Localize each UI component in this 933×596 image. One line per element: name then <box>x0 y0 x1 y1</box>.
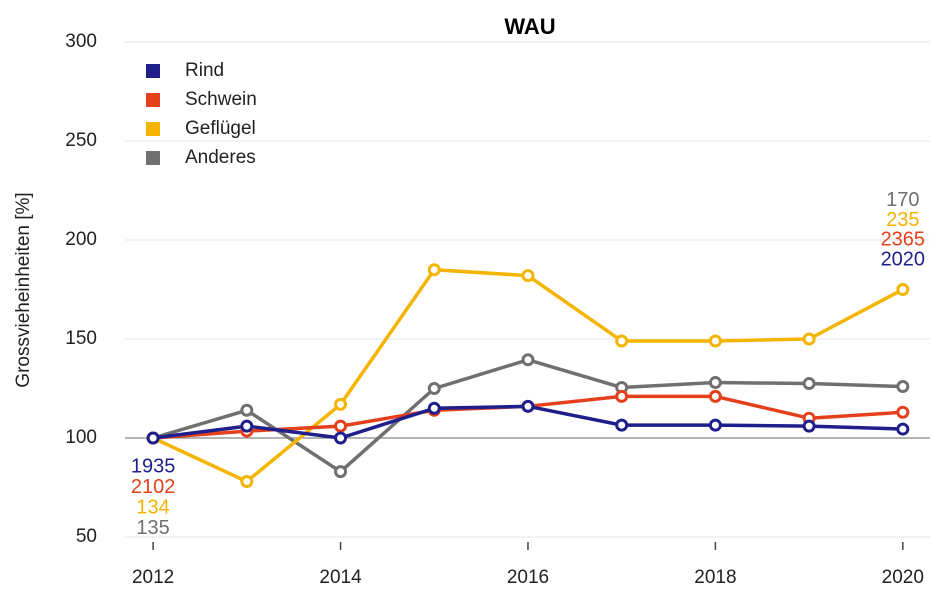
point-marker <box>334 465 348 479</box>
point-marker <box>240 419 254 433</box>
point-marker <box>708 334 722 348</box>
x-tick-label: 2016 <box>507 567 549 588</box>
point-marker <box>708 389 722 403</box>
x-tick-label: 2014 <box>319 567 362 588</box>
end-label: 170 <box>886 189 919 211</box>
x-tick-label: 2020 <box>882 567 924 588</box>
start-label: 134 <box>136 496 169 518</box>
point-marker <box>896 283 910 296</box>
y-axis-label: Grossvieheinheiten [%] <box>13 192 34 387</box>
point-marker <box>427 263 441 277</box>
y-tick-label: 200 <box>65 229 97 250</box>
legend-label: Anderes <box>185 147 256 168</box>
point-marker <box>521 269 535 283</box>
end-label: 2020 <box>881 248 926 270</box>
legend-swatch <box>146 93 160 107</box>
y-tick-label: 100 <box>65 427 97 448</box>
point-marker <box>615 418 629 432</box>
end-label: 235 <box>886 209 919 231</box>
x-tick-label: 2018 <box>694 567 736 588</box>
start-label: 2102 <box>131 476 176 498</box>
point-marker <box>708 376 722 390</box>
y-tick-label: 300 <box>65 31 97 52</box>
point-marker <box>427 382 441 395</box>
end-label: 2365 <box>881 229 926 251</box>
y-tick-label: 250 <box>65 130 97 151</box>
legend-swatch <box>146 122 160 136</box>
start-label: 1935 <box>131 455 176 477</box>
point-marker <box>802 377 816 391</box>
point-marker <box>615 334 629 348</box>
chart-title: WAU <box>504 14 555 39</box>
point-marker <box>334 419 348 433</box>
point-marker <box>427 401 441 415</box>
point-marker <box>240 403 254 417</box>
point-marker <box>521 399 535 413</box>
point-marker <box>334 397 348 411</box>
point-marker <box>615 389 629 403</box>
point-marker <box>146 431 160 445</box>
point-marker <box>334 431 348 445</box>
point-marker <box>802 419 816 433</box>
legend-label: Schwein <box>185 89 257 110</box>
legend-swatch <box>146 64 160 78</box>
point-marker <box>521 353 535 367</box>
series-line <box>152 267 904 484</box>
point-marker <box>896 380 910 394</box>
point-marker <box>240 475 254 489</box>
start-label: 135 <box>136 517 169 539</box>
legend-label: Geflügel <box>185 118 256 139</box>
y-tick-label: 50 <box>76 526 97 547</box>
point-marker <box>802 332 816 346</box>
point-marker <box>896 405 910 419</box>
y-tick-label: 150 <box>65 328 97 349</box>
point-marker <box>708 418 722 432</box>
legend-label: Rind <box>185 60 224 81</box>
point-marker <box>896 422 910 436</box>
x-tick-label: 2012 <box>132 567 174 588</box>
series-line <box>152 358 903 474</box>
legend-swatch <box>146 151 160 165</box>
